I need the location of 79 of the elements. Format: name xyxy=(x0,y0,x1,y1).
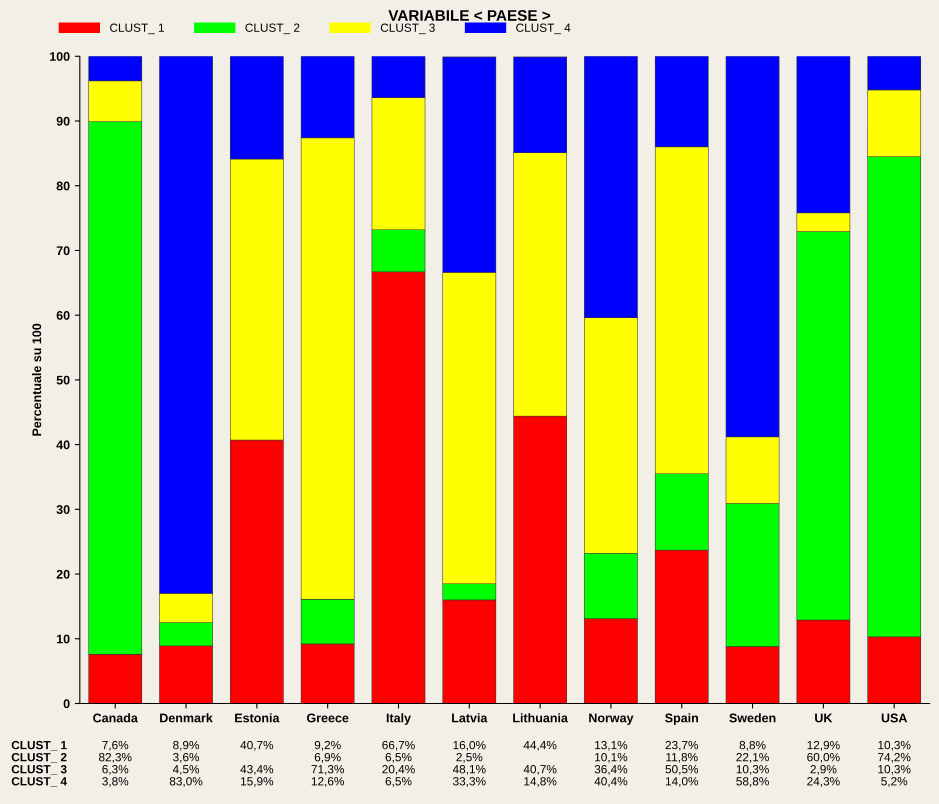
data-label: 43,4% xyxy=(240,765,274,775)
legend-label: CLUST_ 1 xyxy=(110,24,164,34)
data-label: 36,4% xyxy=(594,765,628,775)
x-tick-label: Estonia xyxy=(235,713,280,722)
x-tick-label: Norway xyxy=(589,714,634,725)
x-tick-label: Spain xyxy=(665,713,698,725)
x-tick-label: Lithuania xyxy=(513,713,568,722)
data-label: 22,1% xyxy=(736,752,769,763)
data-label: 4,5% xyxy=(172,765,200,775)
y-tick-label: 90 xyxy=(56,116,70,126)
y-tick-label: 70 xyxy=(56,246,70,256)
data-label: 74,2% xyxy=(878,752,911,763)
x-tick-label: Sweden xyxy=(729,713,776,722)
data-label: 3,8% xyxy=(102,777,128,787)
data-label: 40,4% xyxy=(594,777,628,787)
y-tick-label: 40 xyxy=(56,440,70,450)
data-label: 44,4% xyxy=(524,740,556,751)
data-label: 24,3% xyxy=(807,777,840,787)
data-label: 40,7% xyxy=(240,740,274,751)
data-label: 6,5% xyxy=(386,777,412,787)
data-label: 20,4% xyxy=(382,765,415,775)
data-label: 60,0% xyxy=(807,752,840,763)
data-label: 14,8% xyxy=(524,777,556,787)
data-label: 66,7% xyxy=(382,740,415,751)
text: CLUST_ 1 xyxy=(12,740,67,751)
legend-label: CLUST_ 4 xyxy=(516,24,570,34)
data-label: 3,6% xyxy=(173,752,200,763)
data-label: 12,6% xyxy=(312,777,344,787)
data-label: 6,3% xyxy=(102,765,128,775)
data-label: 7,6% xyxy=(102,740,128,751)
y-tick-label: 20 xyxy=(56,570,70,579)
x-tick-label: USA xyxy=(882,714,908,722)
data-label: 48,1% xyxy=(452,765,486,775)
data-label: 10,3% xyxy=(878,765,911,775)
x-tick-label: Greece xyxy=(306,714,348,722)
x-tick-label: Italy xyxy=(386,713,411,725)
data-label: 14,0% xyxy=(666,777,698,787)
data-label: 83,0% xyxy=(170,777,202,787)
data-label: 9,2% xyxy=(314,740,341,751)
data-label: 11,8% xyxy=(666,752,698,763)
text: CLUST_ 2 xyxy=(12,752,67,763)
y-tick-label: 0 xyxy=(64,699,70,708)
data-label: 71,3% xyxy=(312,765,344,775)
data-label: 33,3% xyxy=(453,777,486,787)
data-label: 8,8% xyxy=(740,740,766,751)
x-tick-label: Canada xyxy=(93,713,138,722)
data-label: 40,7% xyxy=(524,765,556,775)
x-tick-label: Latvia xyxy=(452,713,488,722)
data-label: 50,5% xyxy=(665,765,698,775)
data-label: 2,9% xyxy=(810,765,836,775)
data-label: 5,2% xyxy=(881,777,908,787)
data-label: 6,9% xyxy=(314,752,341,763)
legend-label: CLUST_ 2 xyxy=(245,24,300,34)
data-label: 10,3% xyxy=(878,740,911,751)
x-tick-label: Denmark xyxy=(160,713,213,722)
x-tick-label: UK xyxy=(815,714,832,722)
text: CLUST_ 3 xyxy=(12,765,67,775)
legend-label: CLUST_ 3 xyxy=(380,24,435,34)
data-label: 16,0% xyxy=(453,740,486,751)
y-tick-label: 10 xyxy=(56,634,70,644)
data-label: 58,8% xyxy=(736,777,769,787)
data-label: 23,7% xyxy=(666,740,698,751)
data-label: 2,5% xyxy=(456,752,482,763)
y-tick-label: 50 xyxy=(56,376,70,385)
data-label: 15,9% xyxy=(241,777,274,787)
y-tick-label: 100 xyxy=(50,52,70,61)
data-label: 6,5% xyxy=(386,752,412,763)
data-label: 82,3% xyxy=(99,752,132,763)
data-label: 13,1% xyxy=(595,740,628,751)
text: CLUST_ 4 xyxy=(12,777,67,787)
data-label: 10,1% xyxy=(595,752,628,763)
y-tick-label: 80 xyxy=(56,182,70,190)
y-tick-label: 30 xyxy=(56,505,70,514)
data-label: 10,3% xyxy=(736,765,769,775)
data-label: 12,9% xyxy=(808,740,840,751)
y-axis-title: Percentuale su 100 xyxy=(32,324,42,436)
y-tick-label: 60 xyxy=(56,310,70,320)
chart-title: VARIABILE < PAESE > xyxy=(388,10,550,21)
data-label: 8,9% xyxy=(173,740,200,751)
